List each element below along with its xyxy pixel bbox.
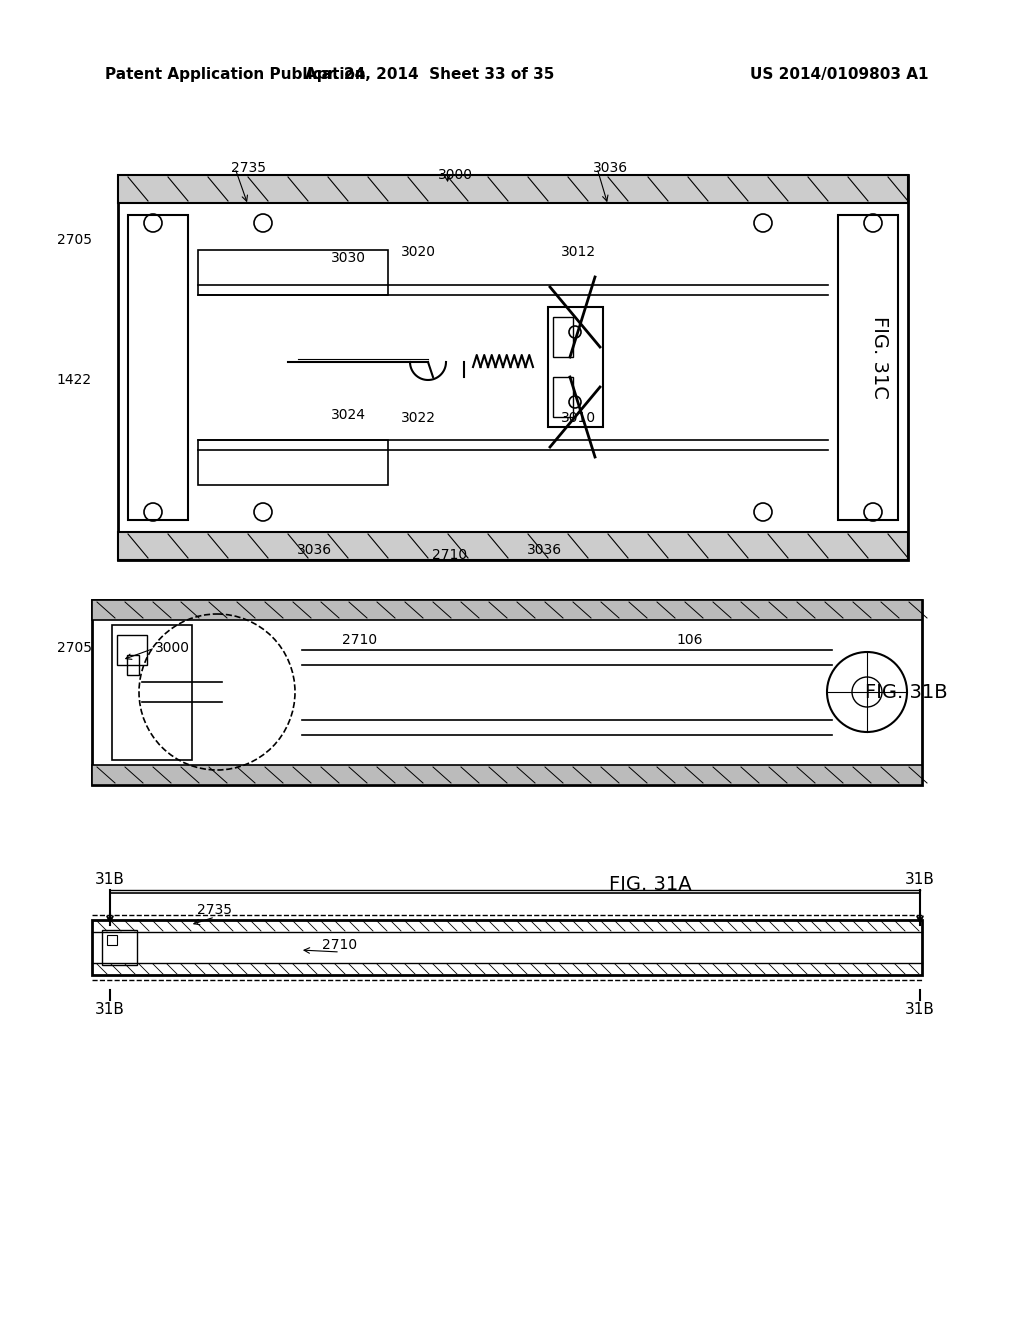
Text: 3022: 3022 xyxy=(400,411,435,425)
Text: 3036: 3036 xyxy=(593,161,628,176)
Bar xyxy=(92,920,922,975)
Text: FIG. 31B: FIG. 31B xyxy=(865,682,947,701)
Text: 3010: 3010 xyxy=(560,411,596,425)
Text: 31B: 31B xyxy=(95,873,125,887)
Text: FIG. 31A: FIG. 31A xyxy=(608,875,691,895)
Text: 106: 106 xyxy=(677,634,703,647)
Bar xyxy=(838,215,898,520)
Bar xyxy=(118,532,908,560)
Text: 1422: 1422 xyxy=(57,374,92,387)
Bar xyxy=(92,766,922,785)
Bar xyxy=(118,176,908,203)
Text: FIG. 31C: FIG. 31C xyxy=(870,315,889,399)
Text: Apr. 24, 2014  Sheet 33 of 35: Apr. 24, 2014 Sheet 33 of 35 xyxy=(305,67,555,82)
Text: 31B: 31B xyxy=(95,1002,125,1018)
Bar xyxy=(553,317,573,356)
Bar xyxy=(92,601,922,620)
Text: 3000: 3000 xyxy=(437,168,472,182)
Text: 2710: 2710 xyxy=(342,634,378,647)
Text: US 2014/0109803 A1: US 2014/0109803 A1 xyxy=(750,67,929,82)
Text: 3024: 3024 xyxy=(331,408,366,422)
Bar xyxy=(127,655,139,675)
Bar xyxy=(198,440,388,484)
Bar xyxy=(553,378,573,417)
Text: 31B: 31B xyxy=(905,873,935,887)
Bar xyxy=(106,935,117,945)
Bar xyxy=(92,601,922,785)
Text: 3030: 3030 xyxy=(331,251,366,265)
Text: 2710: 2710 xyxy=(323,939,357,952)
Text: 3012: 3012 xyxy=(560,246,596,259)
Text: 2710: 2710 xyxy=(432,548,468,562)
Text: 2735: 2735 xyxy=(230,161,265,176)
Bar xyxy=(198,249,388,294)
Text: Patent Application Publication: Patent Application Publication xyxy=(105,67,366,82)
Text: 2705: 2705 xyxy=(57,642,92,655)
Text: 3020: 3020 xyxy=(400,246,435,259)
Bar xyxy=(102,931,137,965)
Text: 2735: 2735 xyxy=(198,903,232,917)
Text: 2705: 2705 xyxy=(57,234,92,247)
Text: 3036: 3036 xyxy=(297,543,333,557)
Text: 31B: 31B xyxy=(905,1002,935,1018)
Bar xyxy=(112,624,193,760)
Bar xyxy=(118,176,908,560)
Text: 3000: 3000 xyxy=(155,642,189,655)
Text: 3036: 3036 xyxy=(527,543,562,557)
Bar xyxy=(117,635,147,665)
Bar xyxy=(128,215,188,520)
Bar xyxy=(548,308,603,426)
